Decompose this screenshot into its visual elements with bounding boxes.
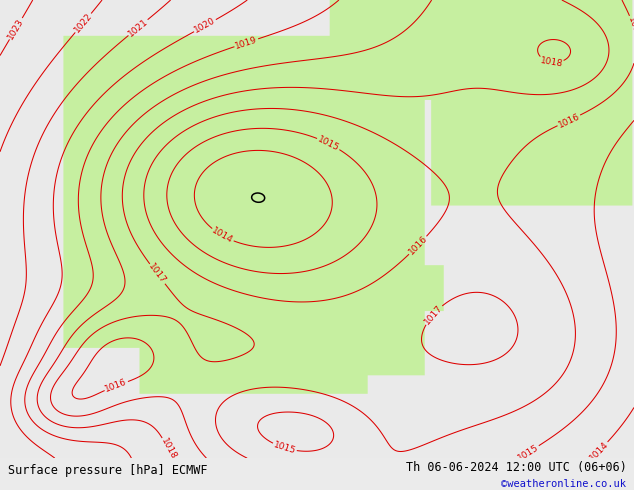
Text: 1021: 1021 [126, 17, 150, 38]
Text: 1015: 1015 [316, 134, 341, 153]
Text: 1014: 1014 [588, 440, 611, 463]
Text: 1015: 1015 [272, 440, 297, 456]
Text: 1018: 1018 [158, 437, 178, 461]
Text: 1020: 1020 [193, 16, 217, 35]
Text: 1018: 1018 [540, 56, 564, 68]
Text: 1016: 1016 [406, 234, 429, 257]
Text: 1016: 1016 [104, 377, 129, 394]
Text: ©weatheronline.co.uk: ©weatheronline.co.uk [501, 479, 626, 490]
Text: Surface pressure [hPa] ECMWF: Surface pressure [hPa] ECMWF [8, 465, 207, 477]
Text: 1022: 1022 [72, 11, 94, 35]
Text: 1023: 1023 [6, 17, 25, 41]
Text: 1017: 1017 [422, 303, 444, 326]
Text: 1016: 1016 [557, 111, 581, 129]
Text: 1015: 1015 [516, 442, 540, 463]
Text: 1014: 1014 [210, 226, 235, 245]
Text: Th 06-06-2024 12:00 UTC (06+06): Th 06-06-2024 12:00 UTC (06+06) [406, 461, 626, 473]
Text: 1017: 1017 [146, 262, 168, 286]
Text: 1016: 1016 [626, 15, 634, 40]
Text: 1019: 1019 [234, 35, 259, 50]
